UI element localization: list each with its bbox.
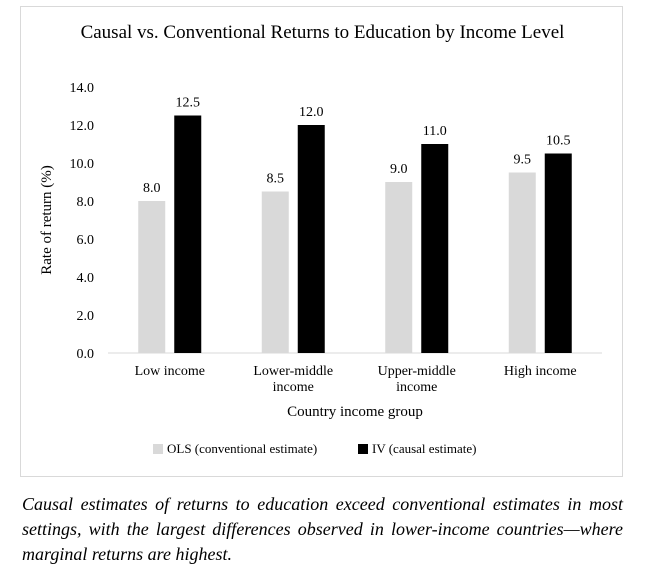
y-tick-label: 0.0 — [77, 347, 95, 362]
legend-swatch — [358, 444, 368, 454]
x-category-label: Upper-middle — [378, 364, 456, 379]
y-tick-label: 8.0 — [77, 195, 95, 210]
y-tick-label: 12.0 — [70, 119, 95, 134]
data-label: 8.5 — [267, 172, 285, 187]
data-label: 10.5 — [546, 134, 571, 149]
x-category-label: Low income — [135, 364, 205, 379]
chart-frame: Causal vs. Conventional Returns to Educa… — [20, 6, 623, 477]
x-category-label: income — [396, 380, 437, 395]
data-label: 12.0 — [299, 105, 324, 120]
x-category-label: Lower-middle — [253, 364, 333, 379]
y-axis-title: Rate of return (%) — [39, 165, 55, 275]
legend-swatch — [153, 444, 163, 454]
legend-label: IV (causal estimate) — [372, 441, 476, 456]
data-label: 12.5 — [176, 96, 201, 111]
figure-caption: Causal estimates of returns to education… — [22, 494, 623, 564]
bar-ols — [385, 182, 413, 353]
data-label: 9.0 — [390, 162, 408, 177]
bar-ols — [261, 191, 289, 353]
bar-ols — [508, 172, 536, 353]
x-category-label: income — [273, 380, 314, 395]
bar-ols — [138, 201, 166, 353]
bar-chart: 0.0 2.0 4.0 6.0 8.0 10.0 12.0 14.0 Rate of retur… — [39, 81, 602, 456]
y-tick-label: 10.0 — [70, 157, 95, 172]
x-category-label: High income — [504, 364, 577, 379]
y-tick-label: 4.0 — [77, 271, 95, 286]
y-tick-label: 2.0 — [77, 309, 95, 324]
bar-iv — [544, 153, 572, 353]
y-tick-label: 6.0 — [77, 233, 95, 248]
data-label: 8.0 — [143, 181, 161, 196]
legend-label: OLS (conventional estimate) — [167, 441, 317, 456]
chart-title: Causal vs. Conventional Returns to Educa… — [80, 22, 565, 43]
bar-iv — [174, 115, 202, 353]
bar-iv — [297, 125, 325, 353]
data-label: 11.0 — [423, 124, 447, 139]
bar-iv — [421, 144, 449, 353]
x-axis-title: Country income group — [287, 404, 423, 420]
data-label: 9.5 — [514, 153, 532, 168]
y-tick-label: 14.0 — [70, 81, 95, 96]
